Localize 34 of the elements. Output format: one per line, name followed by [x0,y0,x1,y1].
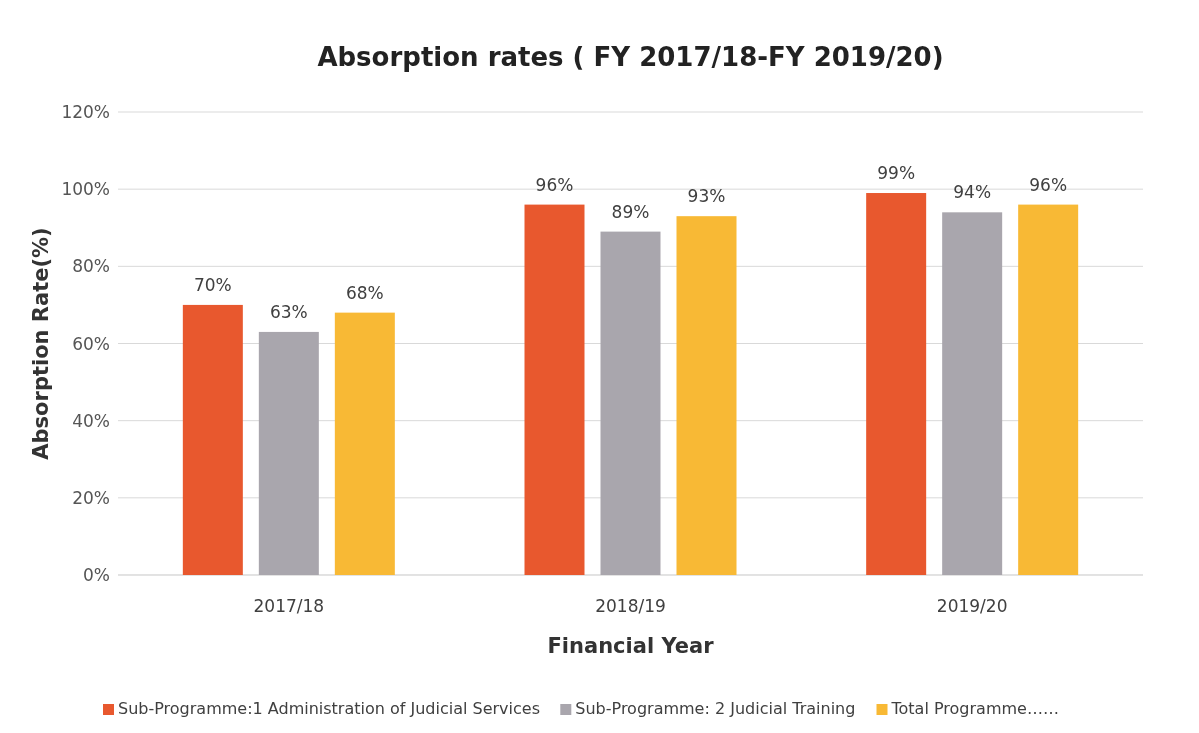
data-label: 93% [687,186,726,207]
y-tick-label: 120% [61,102,110,122]
y-tick-label: 40% [72,410,110,431]
bar [182,304,243,575]
y-tick-label: 60% [72,333,110,354]
bar [866,193,927,575]
legend-label: Sub-Programme: 2 Judicial Training [575,699,856,718]
chart-title: Absorption rates ( FY 2017/18-FY 2019/20) [317,42,944,72]
data-label: 63% [269,301,308,322]
x-tick-label: 2018/19 [595,596,666,616]
data-label: 89% [611,201,650,222]
data-label: 70% [193,274,232,295]
y-tick-label: 100% [61,179,110,200]
bar [258,331,319,575]
data-label: 96% [535,174,574,195]
bar [676,216,737,575]
x-tick-label: 2017/18 [253,596,325,616]
data-label: 94% [953,182,992,203]
legend-label: Sub-Programme:1 Administration of Judicial Services [118,699,540,718]
data-label: 99% [877,163,916,184]
x-tick-label: 2019/20 [936,596,1008,616]
bar [524,204,585,575]
data-label: 68% [345,282,384,303]
y-tick-label: 20% [72,487,110,508]
bar [334,312,395,575]
data-label: 96% [1029,174,1068,195]
x-axis-title: Financial Year [547,634,715,658]
bar [600,231,661,575]
bar [942,212,1003,575]
y-tick-label: 80% [72,256,110,277]
y-tick-label: 0% [83,565,110,585]
y-axis-title: Absorption Rate(%) [29,227,53,460]
bar [1018,204,1079,575]
legend-label: Total Programme…… [890,699,1059,718]
